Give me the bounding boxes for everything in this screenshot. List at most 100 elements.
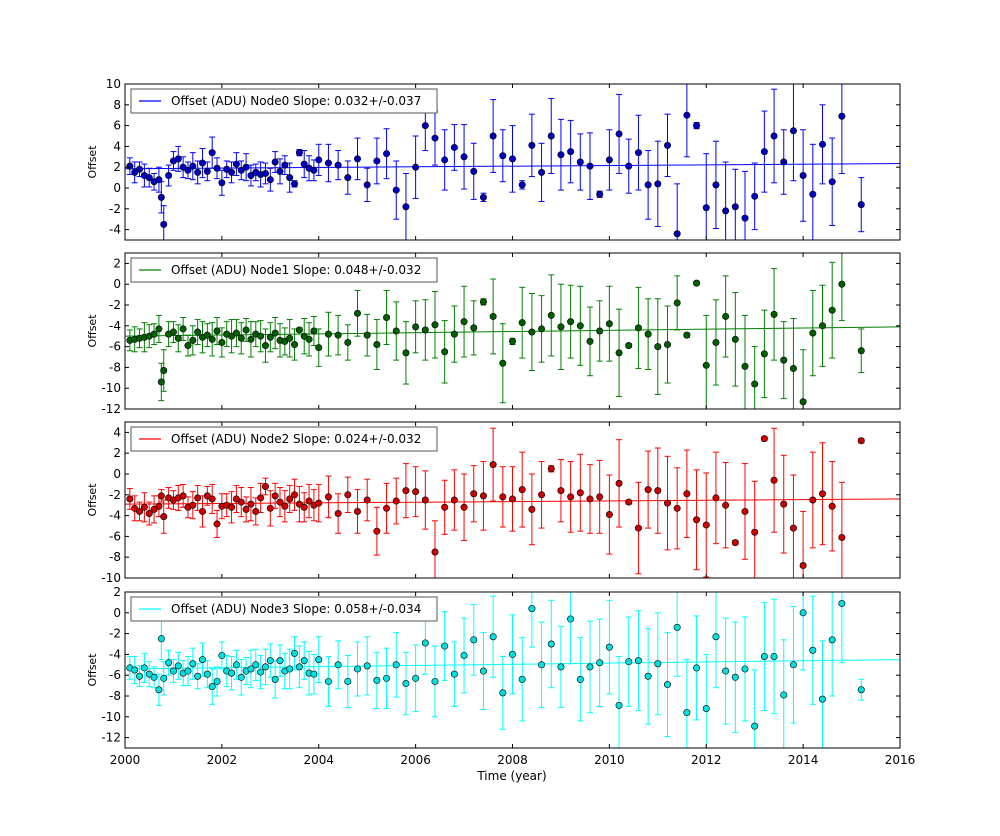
data-point [155, 325, 163, 333]
data-point [266, 657, 274, 665]
data-point [300, 160, 308, 168]
data-point [160, 367, 168, 375]
plot-area [125, 84, 900, 240]
data-point [392, 661, 400, 669]
data-point [421, 639, 429, 647]
data-point [528, 605, 536, 613]
data-point [528, 328, 536, 336]
data-point [237, 498, 245, 506]
data-point [237, 166, 245, 174]
data-point [683, 490, 691, 498]
data-point [518, 181, 526, 189]
data-point [799, 172, 807, 180]
data-point [315, 499, 323, 507]
data-point [334, 510, 342, 518]
data-point [421, 326, 429, 334]
data-point [760, 148, 768, 156]
data-point [828, 178, 836, 186]
data-point [373, 676, 381, 684]
data-point [596, 190, 604, 198]
data-point [165, 659, 173, 667]
data-point [218, 179, 226, 187]
data-point [189, 501, 197, 509]
data-point [261, 169, 269, 177]
data-point [441, 642, 449, 650]
data-point [780, 158, 788, 166]
data-point [334, 661, 342, 669]
data-point [576, 489, 584, 497]
data-point [615, 479, 623, 487]
data-point [770, 476, 778, 484]
legend-label: Offset (ADU) Node3 Slope: 0.058+/-0.034 [171, 602, 421, 616]
data-point [223, 165, 231, 173]
data-point [693, 122, 701, 130]
data-point [402, 349, 410, 357]
data-point [586, 663, 594, 671]
data-point [712, 494, 720, 502]
data-point [315, 156, 323, 164]
data-point [567, 148, 575, 156]
data-point [315, 656, 323, 664]
data-point [625, 658, 633, 666]
data-point [489, 132, 497, 140]
data-point [828, 502, 836, 510]
data-point [615, 701, 623, 709]
data-point [363, 496, 371, 504]
data-point [140, 664, 148, 672]
data-point [644, 486, 652, 494]
data-point [431, 321, 439, 329]
y-tick-label: 0 [113, 606, 121, 620]
data-point [770, 652, 778, 660]
data-point [702, 361, 710, 369]
data-point [179, 163, 187, 171]
data-point [402, 487, 410, 495]
y-tick-label: 0 [113, 277, 121, 291]
x-tick-label: 2012 [691, 753, 722, 767]
y-axis-label: Offset [86, 314, 99, 348]
data-point [576, 322, 584, 330]
data-point [605, 511, 613, 519]
data-point [373, 157, 381, 165]
data-point [460, 651, 468, 659]
data-point [731, 203, 739, 211]
data-point [324, 677, 332, 685]
data-point [547, 132, 555, 140]
data-point [518, 486, 526, 494]
data-point [857, 201, 865, 209]
data-point [693, 279, 701, 287]
x-tick-label: 2010 [594, 753, 625, 767]
data-point [353, 155, 361, 163]
data-point [150, 673, 158, 681]
data-point [140, 503, 148, 511]
data-point [470, 167, 478, 175]
data-point [252, 661, 260, 669]
legend-box [130, 426, 438, 452]
data-point [353, 665, 361, 673]
data-point [199, 159, 207, 167]
y-tick-label: -4 [109, 509, 121, 523]
y-tick-label: 8 [113, 98, 121, 112]
y-tick-label: 2 [113, 585, 121, 599]
data-point [232, 495, 240, 503]
data-point [838, 112, 846, 120]
data-point [160, 220, 168, 228]
data-point [489, 633, 497, 641]
data-point [741, 214, 749, 222]
data-point [547, 311, 555, 319]
data-point [271, 492, 279, 500]
data-point [702, 704, 710, 712]
data-point [567, 615, 575, 623]
y-tick-label: -12 [101, 731, 121, 745]
data-point [789, 661, 797, 669]
data-point [528, 141, 536, 149]
data-point [431, 548, 439, 556]
data-point [344, 338, 352, 346]
y-tick-label: -2 [109, 627, 121, 641]
data-point [208, 683, 216, 691]
data-point [741, 507, 749, 515]
legend-label: Offset (ADU) Node1 Slope: 0.048+/-0.032 [171, 263, 421, 277]
data-point [174, 334, 182, 342]
data-point [276, 167, 284, 175]
y-tick-label: 2 [113, 446, 121, 460]
data-point [344, 174, 352, 182]
